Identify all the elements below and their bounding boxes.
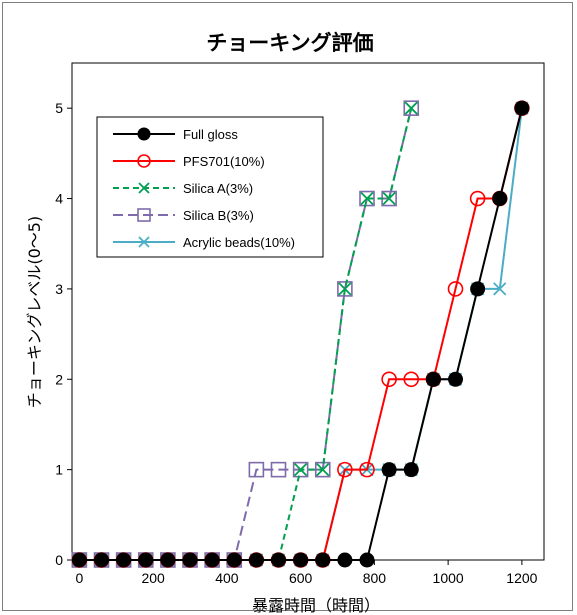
- data-point: [493, 282, 507, 296]
- x-tick-label: 200: [141, 570, 165, 586]
- data-point: [425, 371, 441, 387]
- data-point: [315, 552, 331, 568]
- data-point: [447, 281, 464, 297]
- data-point: [138, 182, 150, 194]
- data-point: [337, 552, 353, 568]
- y-tick-label: 4: [55, 191, 63, 207]
- data-point: [293, 462, 308, 477]
- data-point: [248, 552, 264, 568]
- chart-title: チョーキング評価: [206, 31, 373, 55]
- data-point: [337, 281, 353, 297]
- data-point: [492, 191, 508, 207]
- legend-label: PFS701(10%): [183, 154, 265, 169]
- legend-label: Silica A(3%): [183, 181, 253, 196]
- legend-entry: Full gloss: [113, 127, 238, 142]
- data-point: [138, 552, 154, 568]
- x-tick-label: 400: [215, 570, 239, 586]
- data-point: [404, 101, 418, 115]
- y-tick-label: 5: [55, 100, 63, 116]
- data-point: [338, 282, 352, 296]
- data-point: [204, 552, 220, 568]
- legend-entry: Acrylic beads(10%): [113, 235, 295, 250]
- legend-entry: Silica A(3%): [113, 181, 253, 196]
- data-point: [359, 190, 375, 207]
- x-tick-label: 800: [363, 570, 387, 586]
- x-tick-label: 0: [75, 570, 83, 586]
- x-tick-label: 1000: [433, 570, 464, 586]
- data-point: [470, 281, 486, 297]
- data-point: [403, 371, 420, 388]
- data-point: [381, 371, 397, 388]
- y-tick-label: 3: [55, 281, 63, 297]
- data-point: [271, 552, 286, 568]
- data-point: [316, 462, 330, 477]
- series-full-gloss: [71, 100, 530, 568]
- data-point: [514, 100, 530, 116]
- y-tick-label: 1: [55, 462, 63, 478]
- data-point: [137, 154, 151, 168]
- data-point: [248, 461, 265, 478]
- data-point: [403, 100, 420, 116]
- legend-label: Full gloss: [183, 127, 238, 142]
- data-point: [94, 552, 109, 568]
- y-axis-title: チョーキングレベル(0～5): [25, 216, 44, 408]
- data-point: [381, 462, 397, 478]
- data-point: [116, 552, 132, 568]
- data-point: [360, 191, 374, 206]
- data-point: [160, 552, 176, 568]
- data-point: [403, 462, 419, 478]
- legend-label: Acrylic beads(10%): [183, 235, 295, 250]
- data-point: [182, 552, 198, 568]
- legend-entry: PFS701(10%): [113, 154, 265, 169]
- legend-entry: Silica B(3%): [113, 208, 254, 223]
- series-layer: [71, 100, 530, 568]
- data-point: [337, 461, 353, 478]
- y-tick-label: 2: [55, 371, 63, 387]
- x-axis-title: 暴露時間（時間）: [252, 596, 380, 615]
- data-point: [270, 461, 287, 478]
- data-point: [469, 190, 486, 207]
- legend: Full gloss PFS701(10%) Silica A(3%) Silica …: [96, 116, 324, 258]
- data-point: [448, 371, 463, 387]
- x-tick-group: 0 200 400 600 800 1000 1200: [75, 560, 538, 586]
- data-point: [71, 552, 87, 568]
- data-point: [226, 552, 242, 568]
- data-point: [359, 461, 375, 478]
- x-tick-label: 600: [289, 570, 313, 586]
- data-point: [359, 552, 375, 568]
- data-point: [137, 127, 151, 141]
- y-tick-group: 0 1 2 3 4 5: [55, 100, 72, 568]
- x-tick-label: 1200: [506, 570, 537, 586]
- data-point: [382, 191, 396, 206]
- data-point: [293, 552, 309, 568]
- y-tick-label: 0: [55, 552, 63, 568]
- data-point: [137, 208, 151, 222]
- legend-label: Silica B(3%): [183, 208, 254, 223]
- data-point: [292, 461, 309, 478]
- data-point: [138, 236, 150, 248]
